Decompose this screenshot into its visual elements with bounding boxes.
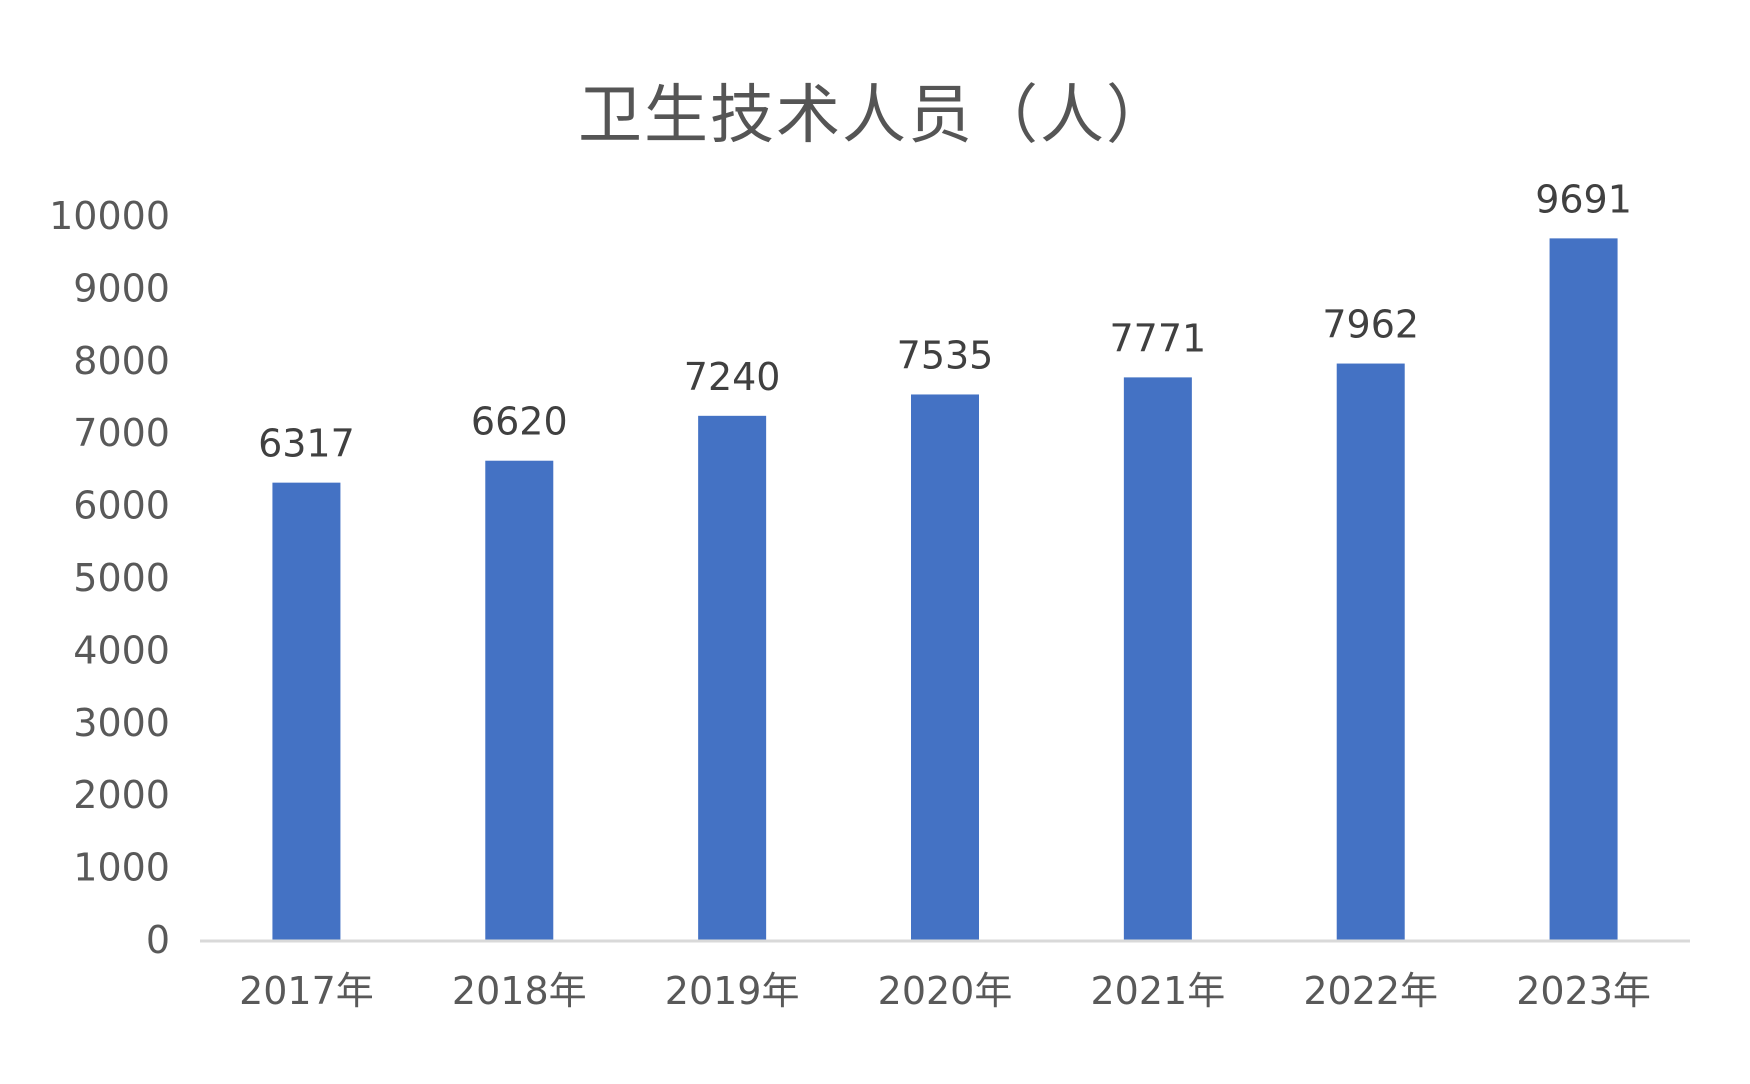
bar [272, 482, 341, 940]
bar-value-label: 7535 [897, 333, 994, 377]
x-category-label: 2018年 [452, 969, 587, 1013]
x-axis-labels: 2017年 2018年 2019年 2020年 2021年 2022年 2023年 [239, 969, 1651, 1013]
x-category-label: 2019年 [665, 969, 800, 1013]
bar [698, 415, 767, 941]
y-tick-label: 6000 [73, 484, 170, 528]
x-category-label: 2022年 [1303, 969, 1438, 1013]
y-tick-label: 1000 [73, 846, 170, 890]
y-axis-ticks: 0 1000 2000 3000 4000 5000 6000 7000 8000 9000 100… [49, 194, 170, 962]
bar [1336, 363, 1405, 940]
chart-title: 卫生技术人员（人） [578, 79, 1172, 153]
bar-value-label: 7771 [1109, 316, 1206, 360]
y-tick-label: 0 [146, 918, 170, 962]
y-tick-label: 9000 [73, 266, 170, 310]
y-tick-label: 2000 [73, 773, 170, 817]
bars [272, 238, 1618, 941]
bar [1123, 377, 1192, 940]
y-tick-label: 3000 [73, 701, 170, 745]
x-category-label: 2023年 [1516, 969, 1651, 1013]
x-category-label: 2017年 [239, 969, 374, 1013]
bar-value-label: 7240 [684, 355, 781, 399]
value-labels: 6317 6620 7240 7535 7771 7962 9691 [258, 177, 1632, 465]
y-tick-label: 10000 [49, 194, 170, 238]
bar [1549, 238, 1618, 941]
x-category-label: 2020年 [878, 969, 1013, 1013]
bar [911, 394, 979, 940]
bar-value-label: 9691 [1535, 177, 1632, 221]
bar-value-label: 6317 [258, 422, 355, 466]
x-category-label: 2021年 [1090, 969, 1225, 1013]
y-tick-label: 5000 [73, 556, 170, 600]
bar-value-label: 7962 [1322, 303, 1419, 347]
y-tick-label: 7000 [73, 411, 170, 455]
bar [485, 460, 554, 940]
y-tick-label: 4000 [73, 628, 170, 672]
bar-value-label: 6620 [471, 400, 568, 444]
y-tick-label: 8000 [73, 339, 170, 383]
